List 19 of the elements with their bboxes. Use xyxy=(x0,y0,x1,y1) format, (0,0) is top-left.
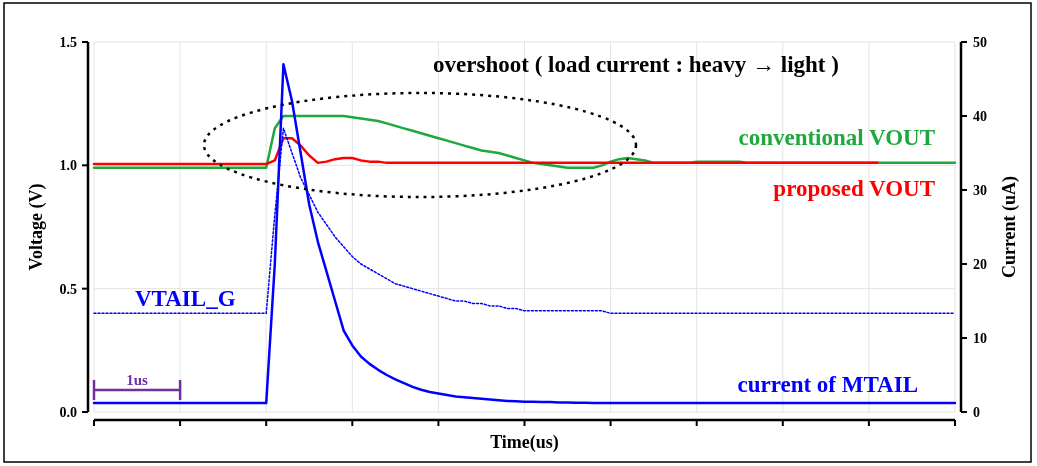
y-tick-label: 1.0 xyxy=(59,158,77,174)
series-label: VTAIL_G xyxy=(135,286,236,311)
y2-tick-label: 20 xyxy=(973,257,987,272)
series-label: conventional VOUT xyxy=(738,125,935,150)
x-axis-title: Time(us) xyxy=(490,432,559,453)
y-tick-label: 0.5 xyxy=(59,281,77,297)
y2-axis-title: Current (uA) xyxy=(999,175,1020,279)
y2-tick-label: 40 xyxy=(973,109,987,124)
y2-tick-label: 0 xyxy=(973,405,980,420)
y2-tick-label: 30 xyxy=(973,183,987,198)
y2-tick-label: 10 xyxy=(973,331,987,346)
series-label: proposed VOUT xyxy=(773,176,935,201)
y2-tick-label: 50 xyxy=(973,35,987,50)
series-label: current of MTAIL xyxy=(737,372,918,397)
annotation: overshoot ( load current : heavy → light ) xyxy=(433,52,839,77)
y-tick-label: 0.0 xyxy=(59,405,77,420)
y-axis-title: Voltage (V) xyxy=(26,183,47,271)
y-tick-label: 1.5 xyxy=(59,35,77,50)
annotation: 1us xyxy=(126,372,149,388)
